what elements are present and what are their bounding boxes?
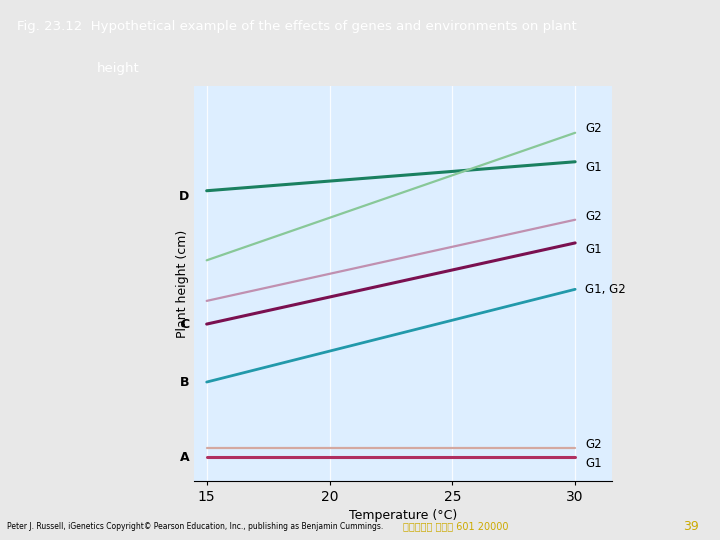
Text: 39: 39 [683, 520, 698, 533]
Text: G2: G2 [585, 210, 602, 223]
Text: A: A [180, 451, 189, 464]
Text: G1, G2: G1, G2 [585, 283, 626, 296]
Text: G1: G1 [585, 161, 602, 174]
Text: Peter J. Russell, iGenetics Copyright© Pearson Education, Inc., publishing as Be: Peter J. Russell, iGenetics Copyright© P… [7, 522, 384, 531]
X-axis label: Temperature (°C): Temperature (°C) [349, 509, 457, 522]
Text: G1: G1 [585, 457, 602, 470]
Text: G1: G1 [585, 244, 602, 256]
Text: G2: G2 [585, 438, 602, 451]
Text: height: height [96, 62, 139, 75]
Text: 台大農藝系 遺傳學 601 20000: 台大農藝系 遺傳學 601 20000 [403, 522, 509, 531]
Text: B: B [180, 375, 189, 389]
Text: D: D [179, 190, 189, 203]
Text: C: C [181, 318, 189, 330]
Text: G2: G2 [585, 122, 602, 134]
Text: Fig. 23.12  Hypothetical example of the effects of genes and environments on pla: Fig. 23.12 Hypothetical example of the e… [17, 21, 577, 33]
Y-axis label: Plant height (cm): Plant height (cm) [176, 230, 189, 338]
